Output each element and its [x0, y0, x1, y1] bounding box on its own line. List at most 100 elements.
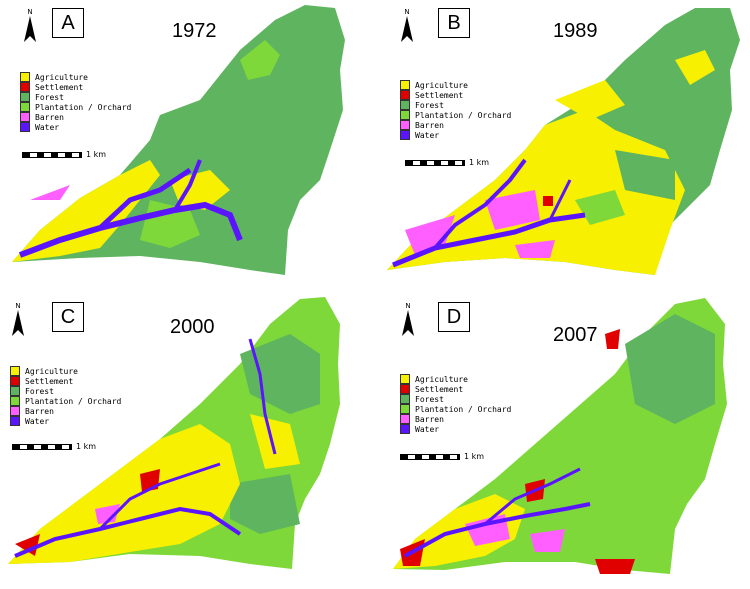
- north-arrow-icon: N: [399, 8, 415, 42]
- river-branch: [484, 467, 581, 526]
- legend-label: Settlement: [415, 90, 464, 100]
- legend-swatch: [400, 424, 410, 434]
- legend-label: Forest: [415, 394, 444, 404]
- north-label: N: [404, 8, 410, 16]
- river-branch: [173, 159, 202, 212]
- legend-swatch: [400, 100, 410, 110]
- agri-zone: [250, 414, 300, 469]
- landuse-map-c: [8, 297, 340, 569]
- scale-bar: 1 km: [400, 452, 484, 461]
- legend-swatch: [10, 376, 20, 386]
- river: [392, 212, 586, 268]
- panel-year: 2000: [170, 316, 215, 338]
- panel-year: 1972: [172, 20, 217, 42]
- legend-swatch: [400, 404, 410, 414]
- legend-swatch: [10, 406, 20, 416]
- legend-label: Barren: [25, 406, 54, 416]
- panel-year: 2007: [553, 324, 598, 346]
- barren-zone: [515, 240, 555, 258]
- plantation-zone: [575, 190, 625, 225]
- forest-patch: [230, 474, 300, 534]
- legend-swatch: [20, 112, 30, 122]
- map-panel-c: N C 2000 Agriculture Settlement Forest P…: [0, 294, 375, 588]
- legend-label: Forest: [25, 386, 54, 396]
- north-label: N: [15, 302, 21, 310]
- agri-zone: [675, 50, 715, 85]
- legend-swatch: [400, 90, 410, 100]
- river: [14, 506, 242, 558]
- legend-label: Plantation / Orchard: [25, 396, 122, 406]
- scale-label: 1 km: [76, 442, 97, 451]
- legend-swatch: [20, 102, 30, 112]
- north-label: N: [405, 302, 411, 310]
- legend: Agriculture Settlement Forest Plantation…: [400, 374, 511, 434]
- legend-label: Agriculture: [415, 80, 468, 90]
- agri-zone: [12, 160, 160, 262]
- plantation-zone: [240, 40, 280, 80]
- agri-zone: [387, 110, 685, 275]
- legend-label: Agriculture: [415, 374, 468, 384]
- legend-label: Settlement: [415, 384, 464, 394]
- landuse-map-a: [12, 5, 345, 275]
- river: [404, 502, 591, 558]
- legend-label: Agriculture: [25, 366, 78, 376]
- settlement-patch: [15, 534, 40, 556]
- barren-zone: [30, 185, 70, 200]
- barren-zone: [485, 190, 540, 230]
- river-branch: [98, 167, 192, 230]
- landuse-map-d: [393, 298, 727, 574]
- panel-year: 1989: [553, 20, 598, 42]
- map-panel-d: N D 2007 Agriculture Settlement Forest P…: [375, 294, 750, 588]
- agri-zone: [555, 80, 625, 120]
- legend-swatch: [400, 110, 410, 120]
- legend-swatch: [20, 72, 30, 82]
- legend-label: Water: [415, 424, 440, 434]
- legend-swatch: [20, 122, 30, 132]
- legend-label: Water: [415, 130, 440, 140]
- agri-zone: [8, 424, 240, 564]
- north-arrow-icon: N: [400, 302, 416, 336]
- legend-label: Agriculture: [35, 72, 88, 82]
- legend: Agriculture Settlement Forest Plantation…: [20, 72, 131, 132]
- legend-swatch: [10, 396, 20, 406]
- river: [18, 201, 243, 258]
- map-panel-a: N A 1972 Agriculture Settlement Forest P…: [0, 0, 375, 294]
- legend-label: Plantation / Orchard: [35, 102, 132, 112]
- legend-swatch: [400, 120, 410, 130]
- barren-zone: [530, 529, 565, 552]
- settlement-patch: [605, 329, 620, 349]
- scale-label: 1 km: [86, 150, 107, 159]
- scale-bar-graphic: [400, 453, 460, 460]
- panel-letter: D: [438, 302, 470, 332]
- north-label: N: [27, 8, 33, 16]
- river-branch: [433, 158, 527, 250]
- legend: Agriculture Settlement Forest Plantation…: [10, 366, 121, 426]
- legend-swatch: [10, 366, 20, 376]
- legend-label: Settlement: [35, 82, 84, 92]
- legend-label: Plantation / Orchard: [415, 110, 512, 120]
- forest-patch: [615, 150, 675, 200]
- settlement-patch: [543, 196, 553, 206]
- legend-swatch: [10, 386, 20, 396]
- legend-swatch: [400, 394, 410, 404]
- legend-label: Water: [25, 416, 50, 426]
- forest-patch: [240, 334, 320, 414]
- legend-swatch: [400, 80, 410, 90]
- scale-bar: 1 km: [405, 158, 489, 167]
- legend: Agriculture Settlement Forest Plantation…: [400, 80, 511, 140]
- legend-swatch: [400, 414, 410, 424]
- legend-swatch: [400, 384, 410, 394]
- map-panel-b: N B 1989 Agriculture Settlement Forest P…: [375, 0, 750, 294]
- north-arrow-icon: N: [22, 8, 38, 42]
- river-branch: [548, 179, 572, 221]
- legend-label: Plantation / Orchard: [415, 404, 512, 414]
- barren-zone: [95, 504, 120, 524]
- legend-swatch: [10, 416, 20, 426]
- legend-swatch: [20, 92, 30, 102]
- forest-patch: [625, 314, 715, 424]
- legend-label: Barren: [415, 414, 444, 424]
- legend-label: Barren: [35, 112, 64, 122]
- river-branch: [98, 462, 221, 531]
- legend-label: Water: [35, 122, 60, 132]
- panel-letter: A: [52, 8, 84, 38]
